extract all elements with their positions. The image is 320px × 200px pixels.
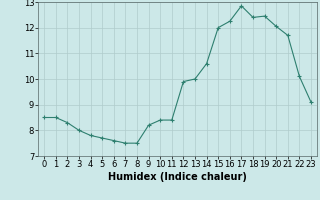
X-axis label: Humidex (Indice chaleur): Humidex (Indice chaleur) [108, 172, 247, 182]
